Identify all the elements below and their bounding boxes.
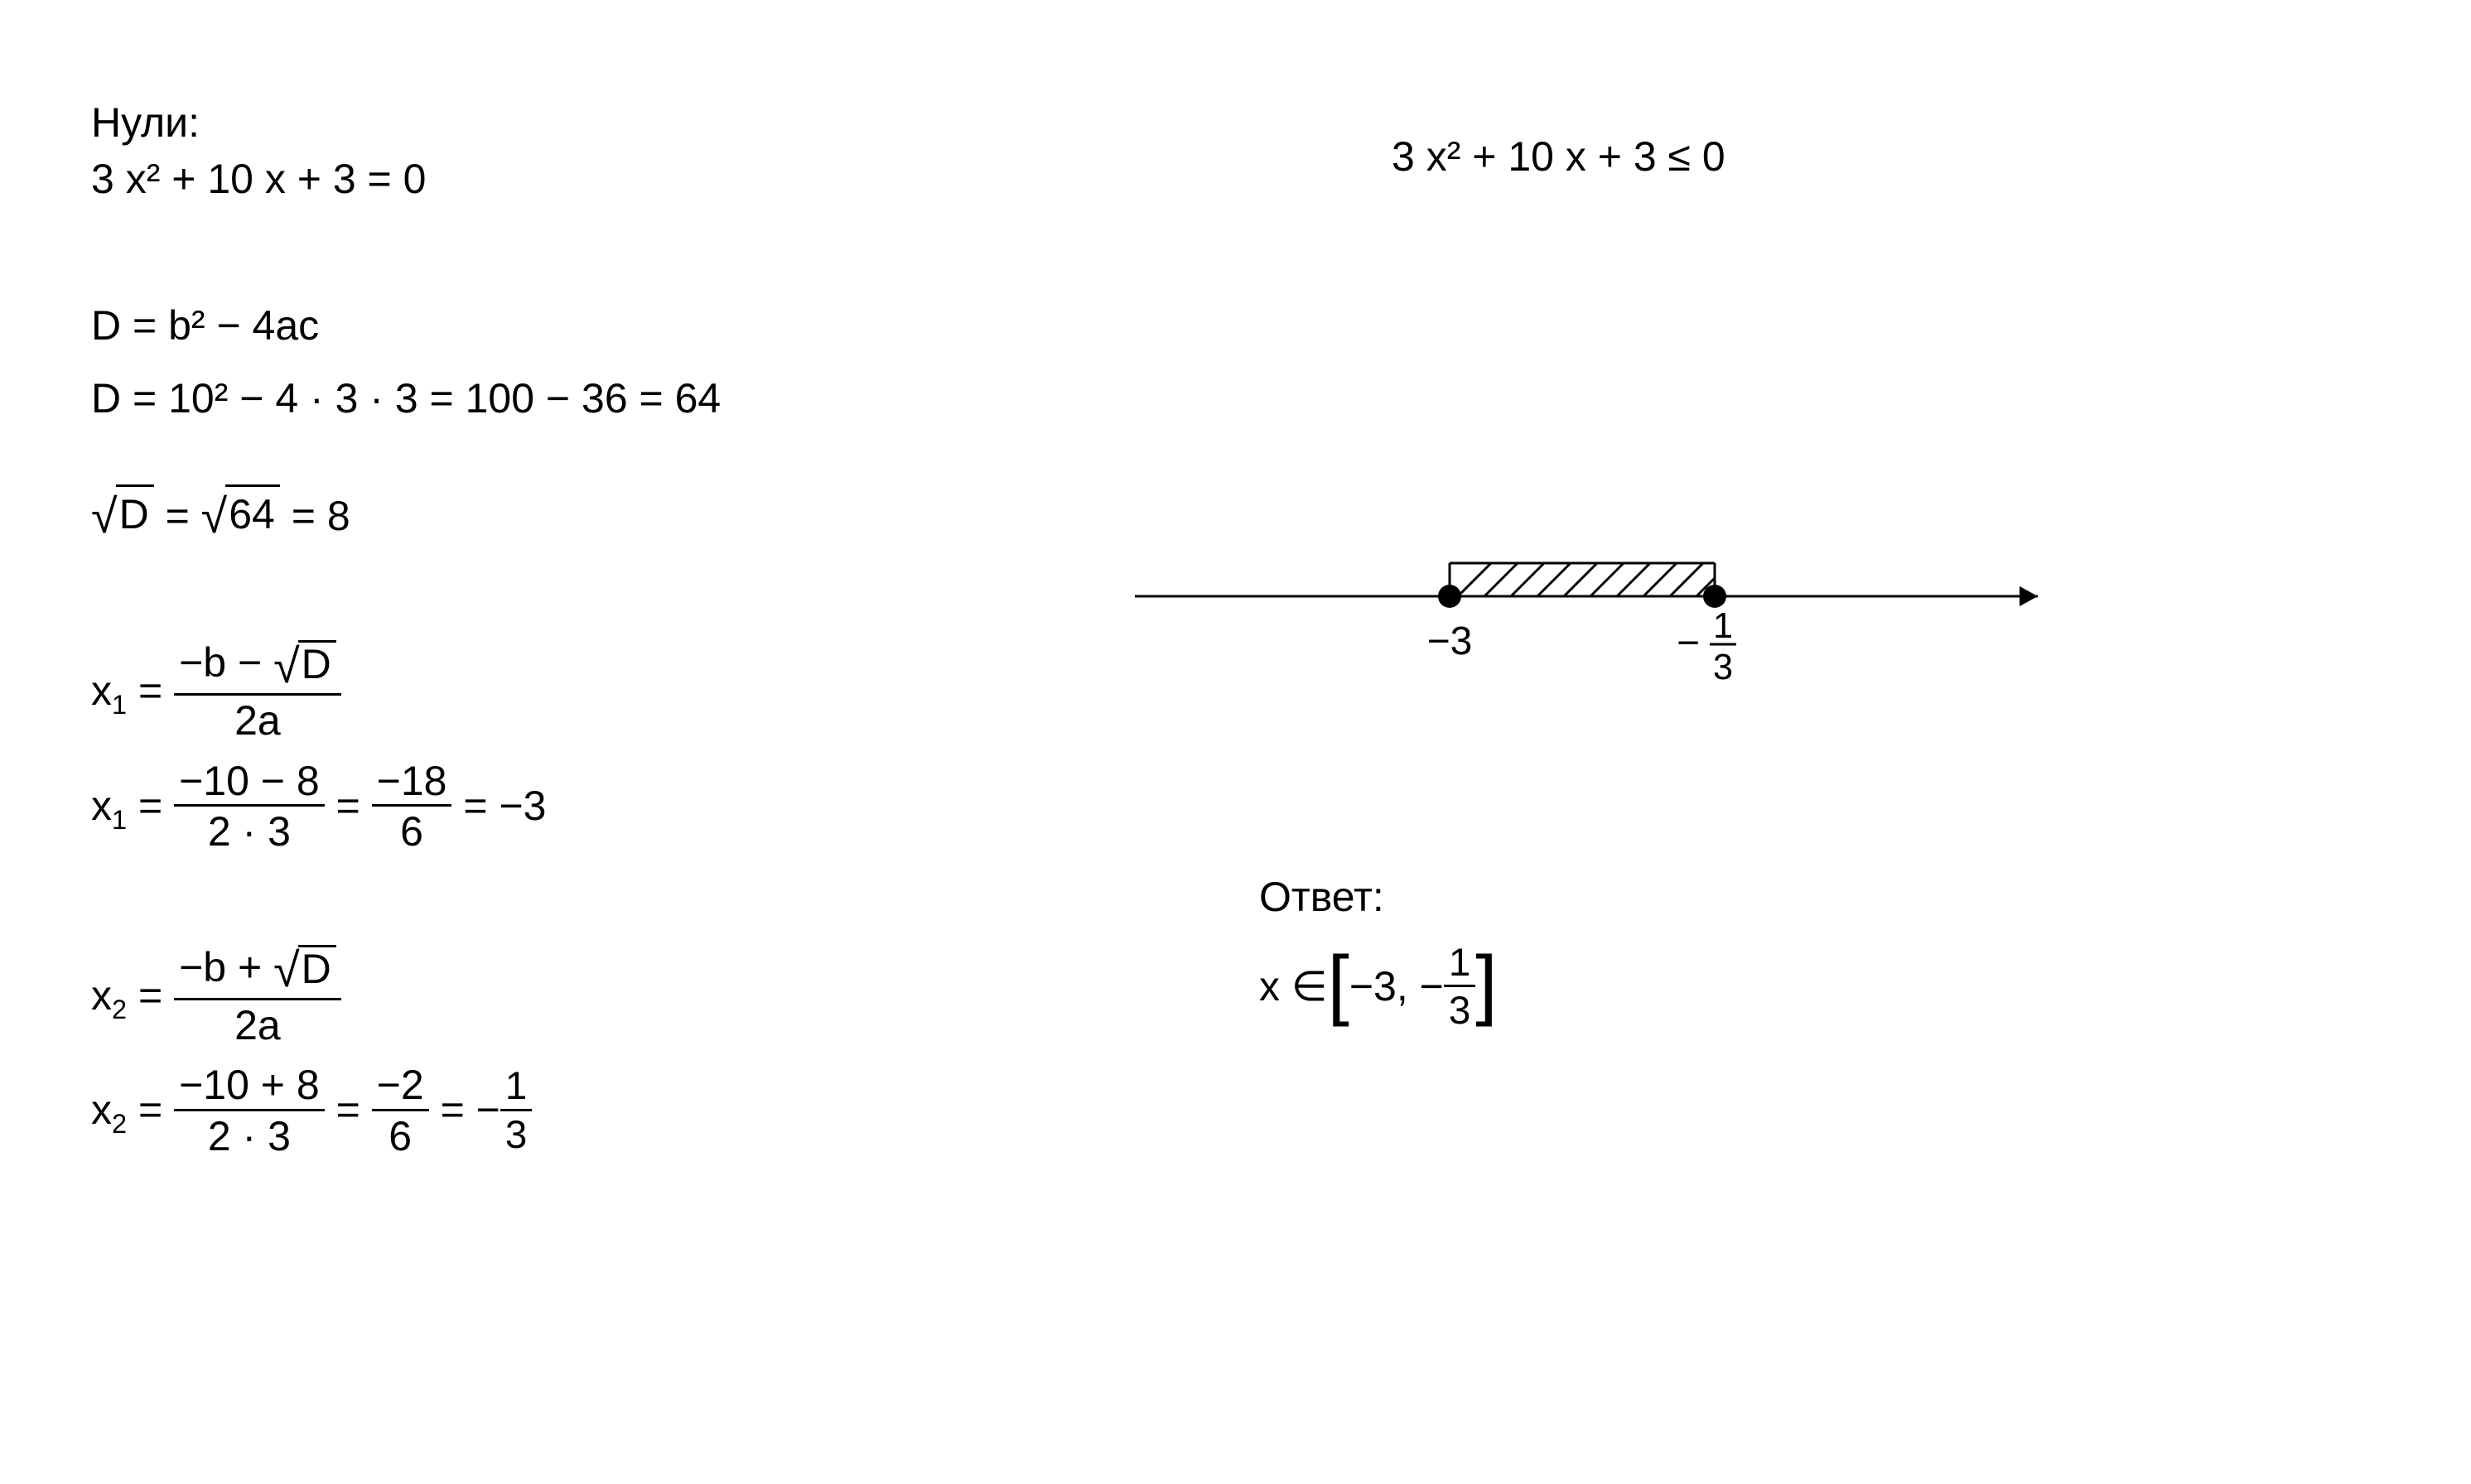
svg-text:3: 3 [1713, 648, 1733, 687]
sqrt-discriminant: √D = √64 = 8 [91, 484, 1085, 549]
answer-interval: x ∈ [ −3, − 1 3 ] [1259, 942, 1498, 1033]
answer-block: Ответ: x ∈ [ −3, − 1 3 ] [1259, 870, 1498, 1032]
discriminant-calc: D = 10² − 4 · 3 · 3 = 100 − 36 = 64 [91, 371, 1085, 427]
svg-text:−: − [1677, 621, 1700, 665]
sqrt-d-mid: 64 [225, 484, 280, 543]
x2-formula: x2 = −b + √D 2a [91, 945, 1085, 1047]
discriminant-formula: D = b² − 4ac [91, 298, 1085, 354]
sqrt-d-result: = 8 [292, 489, 350, 545]
inequality: 3 x² + 10 x + 3 ≤ 0 [1392, 132, 1725, 181]
sqrt-d-lhs: D [116, 484, 154, 543]
quadratic-equation: 3 x² + 10 x + 3 = 0 [91, 152, 1085, 208]
x1-calc: x1 = −10 − 8 2 · 3 = −18 6 = −3 [91, 759, 1085, 854]
x1-formula: x1 = −b − √D 2a [91, 640, 1085, 742]
answer-label: Ответ: [1259, 870, 1498, 926]
svg-text:1: 1 [1713, 606, 1733, 646]
x2-calc: x2 = −10 + 8 2 · 3 = −2 6 = − 1 3 [91, 1063, 1085, 1158]
svg-text:−3: −3 [1427, 619, 1473, 663]
left-column: Нули: 3 x² + 10 x + 3 = 0 D = b² − 4ac D… [91, 95, 1085, 1158]
number-line: −3 −13 [1118, 522, 2071, 737]
zeros-label: Нули: [91, 95, 1085, 152]
